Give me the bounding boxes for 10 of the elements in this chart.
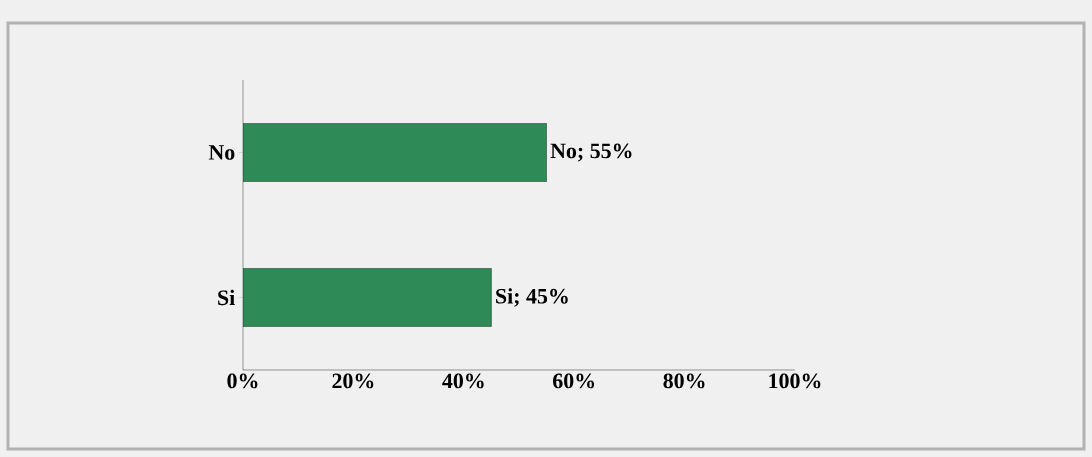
y-tick-label: Si [218, 289, 235, 306]
x-tick-label: 20% [332, 373, 374, 389]
data-label: Si; 45% [496, 288, 568, 307]
x-tick-label: 100% [769, 373, 821, 389]
x-tick-label: 60% [553, 373, 595, 389]
x-tick-label: 40% [442, 373, 484, 389]
y-tick-label: No [208, 145, 235, 160]
x-tick-label: 0% [227, 373, 258, 389]
x-tick-label: 80% [663, 373, 705, 389]
data-label: No; 55% [550, 143, 632, 162]
